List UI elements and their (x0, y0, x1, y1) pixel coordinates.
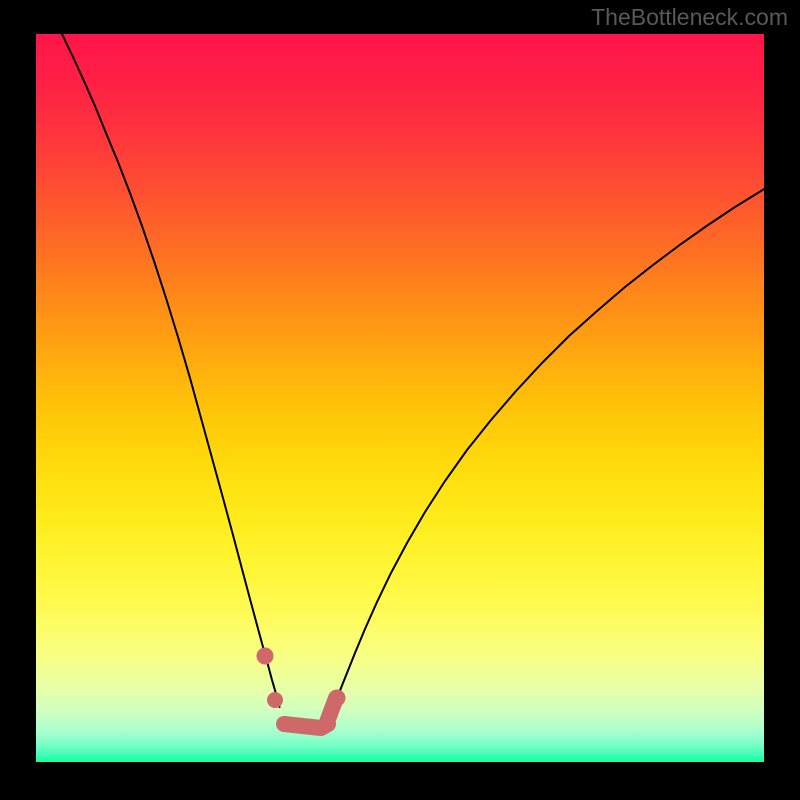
chart-frame: TheBottleneck.com (0, 0, 800, 800)
watermark-text: TheBottleneck.com (591, 4, 788, 31)
plot-area (36, 34, 764, 762)
highlight-dot-1 (329, 690, 346, 707)
plot-svg (36, 34, 764, 762)
plot-background (36, 34, 764, 762)
highlight-dot-0 (257, 648, 274, 665)
